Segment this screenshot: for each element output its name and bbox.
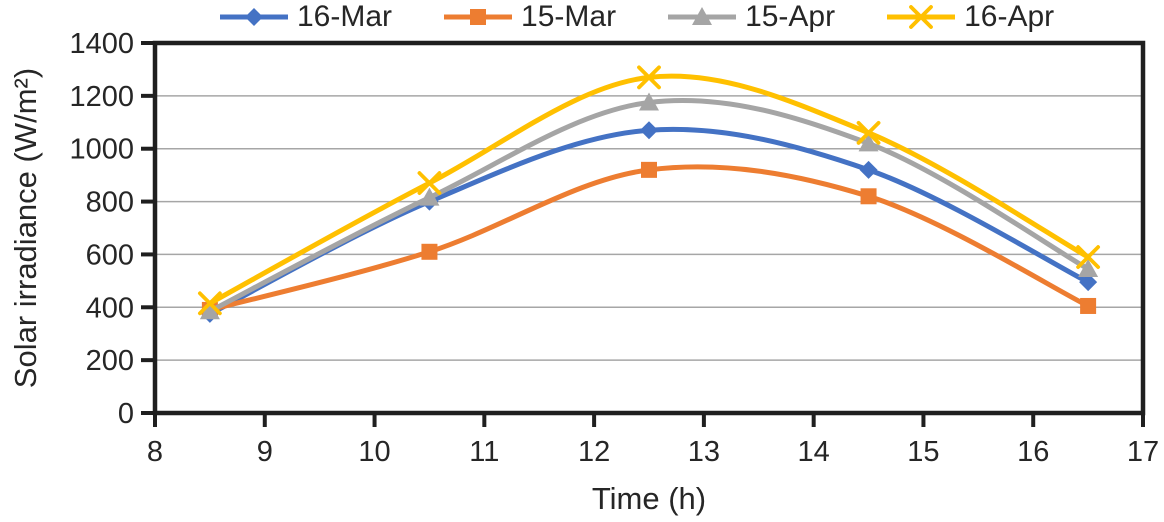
x-tick-label: 14 [798,436,830,468]
marker-diamond-icon [859,160,878,179]
legend-item-16-mar: 16-Mar [218,2,392,32]
y-tick-label: 400 [86,292,134,324]
plot-border [152,40,1146,416]
x-axis-title: Time (h) [591,481,707,516]
marker-square-icon [470,9,487,25]
x-tick-label: 9 [257,436,273,468]
marker-diamond-icon [640,121,658,140]
x-tick-label: 15 [907,436,939,468]
x-tick-label: 8 [147,436,163,468]
marker-square-icon [641,161,657,178]
marker-triangle-icon [419,187,440,206]
legend-label: 15-Apr [745,0,836,33]
marker-x-icon [637,65,661,90]
marker-triangle-icon [639,92,659,111]
marker-x-icon [417,171,442,195]
legend-item-15-mar: 15-Mar [442,2,616,32]
x-tick-label: 10 [358,436,390,468]
legend-item-16-apr: 16-Apr [885,2,1054,32]
marker-square-icon [1080,297,1097,314]
y-tick-label: 800 [86,187,134,219]
x-tick-label: 11 [469,436,499,468]
legend-item-15-apr: 15-Apr [666,2,835,32]
legend-square-icon [444,9,513,25]
marker-triangle-icon [1078,258,1099,277]
legend-label: 16-Apr [964,0,1055,33]
marker-diamond-icon [1079,273,1098,292]
y-tick-label: 1200 [69,81,134,113]
marker-x-icon [909,5,934,29]
legend-label: 16-Mar [297,0,393,33]
series-line-16-mar [207,126,1091,317]
legend-label: 15-Mar [521,0,617,33]
marker-triangle-icon [199,301,220,320]
legend-x-icon [887,5,956,29]
marker-x-icon [856,120,881,145]
x-tick-label: 12 [578,436,610,468]
marker-square-icon [860,188,877,205]
y-tick-label: 1000 [69,134,134,166]
x-tick-label: 17 [1127,436,1159,468]
marker-diamond-icon [245,8,263,26]
y-tick-label: 0 [118,398,134,430]
y-tick-label: 200 [86,345,134,377]
y-tick-label: 600 [86,239,134,271]
chart-legend: 16-Mar 15-Mar 15-Apr 16-Apr [218,0,1054,34]
legend-triangle-icon [668,7,737,25]
y-axis-title: Solar irradiance (W/m²) [8,67,43,389]
marker-triangle-icon [692,7,713,25]
y-tick-label: 1400 [69,28,134,60]
marker-x-icon [1076,245,1101,269]
legend-diamond-icon [220,8,288,26]
x-tick-label: 13 [688,436,720,468]
marker-triangle-icon [858,133,879,152]
marker-x-icon [197,291,222,316]
marker-square-icon [421,243,438,260]
x-tick-label: 16 [1017,436,1049,468]
